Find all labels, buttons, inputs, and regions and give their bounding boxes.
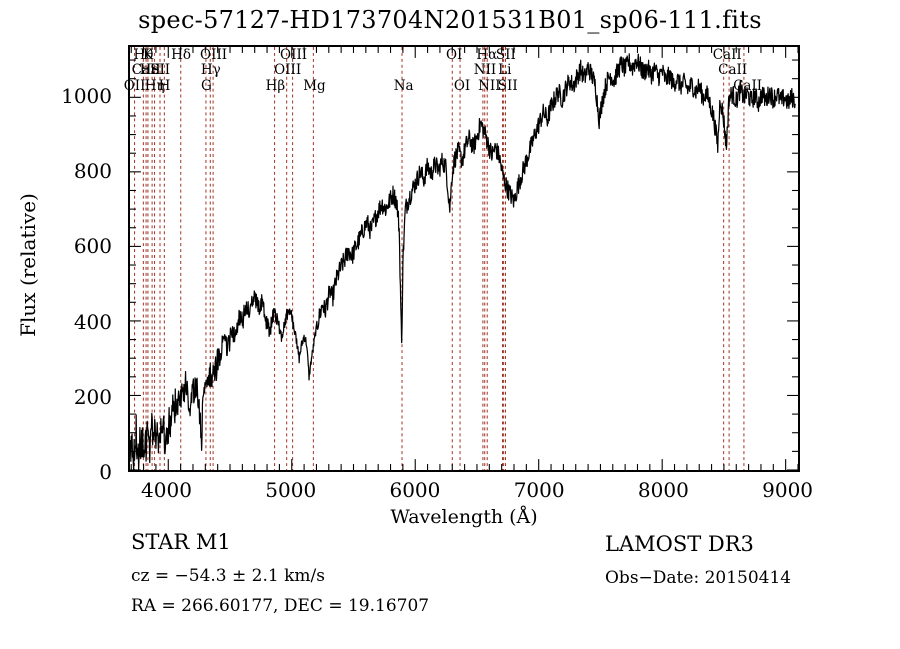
y-axis-tick-labels: 0 200 400 600 800 1000	[0, 45, 122, 484]
plot-title: spec-57127-HD173704N201531B01_sp06-111.f…	[138, 6, 762, 34]
x-axis-tick-labels: 4000 5000 6000 7000 8000 9000	[128, 478, 813, 506]
spectrum-curve	[130, 53, 796, 470]
x-tick-label: 7000	[513, 478, 565, 502]
plot-area: OII Hθ CaII K HeI Hη SII H Hδ Hγ G OIII Hβ OIII OIII Mg…	[124, 45, 800, 472]
y-tick-label: 1000	[61, 83, 112, 108]
x-tick-label: 8000	[637, 478, 689, 502]
coordinates-line: RA = 266.60177, DEC = 19.16707	[131, 596, 430, 616]
redshift-velocity-line: cz = −54.3 ± 2.1 km/s	[131, 566, 325, 586]
y-tick-label: 200	[73, 384, 112, 409]
metadata-block: STAR M1 cz = −54.3 ± 2.1 km/s RA = 266.6…	[0, 530, 900, 640]
x-tick-label: 5000	[265, 478, 317, 502]
observation-date: Obs−Date: 20150414	[605, 568, 792, 588]
y-tick-label: 600	[73, 234, 112, 259]
y-tick-label: 800	[73, 159, 112, 184]
x-tick-label: 9000	[762, 478, 814, 502]
object-class-line: STAR M1	[131, 530, 231, 554]
spectrum-canvas	[130, 47, 798, 470]
y-tick-label: 0	[99, 460, 112, 484]
line-marker-group	[134, 47, 745, 470]
survey-label: LAMOST DR3	[605, 532, 754, 556]
x-tick-label: 4000	[141, 478, 192, 502]
axis-tick-marks	[130, 47, 798, 470]
y-tick-label: 400	[73, 309, 112, 334]
x-tick-label: 6000	[389, 478, 441, 502]
x-axis-label: Wavelength (Å)	[390, 506, 538, 528]
